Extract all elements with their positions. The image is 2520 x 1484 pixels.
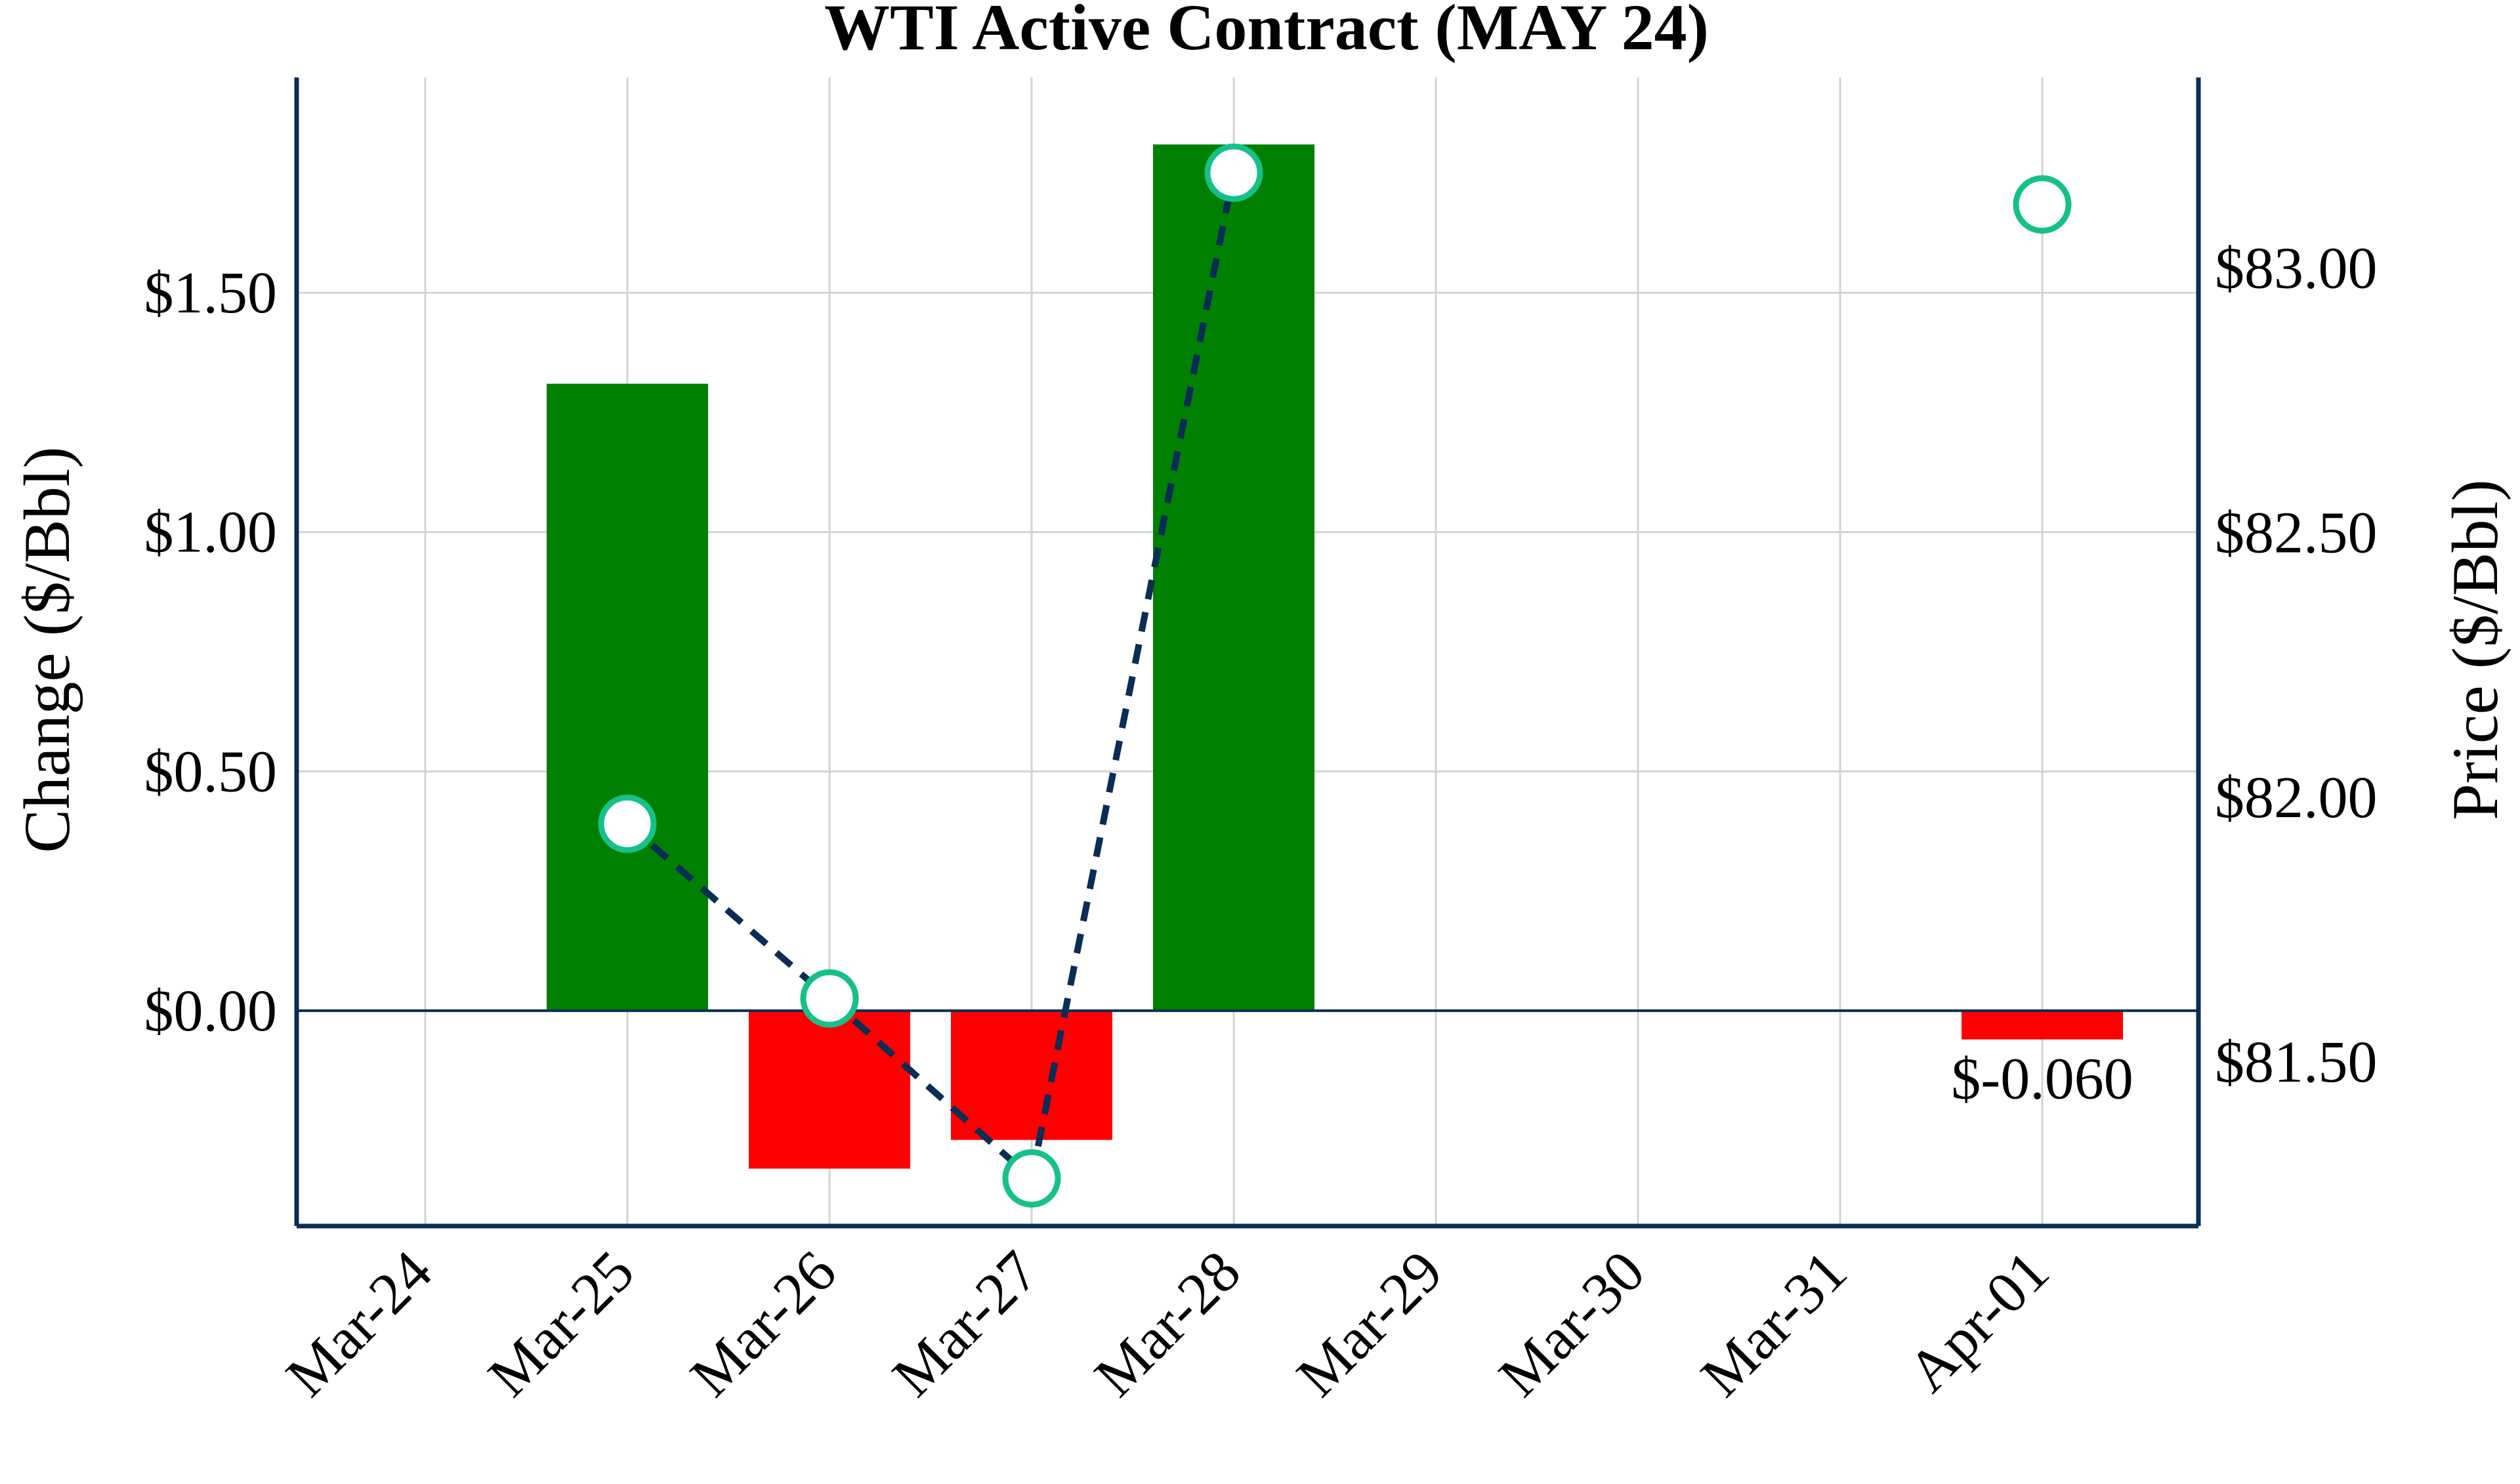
change-bar-mar-28 <box>1153 144 1314 1011</box>
x-tick-label: Mar-30 <box>1487 1239 1658 1409</box>
left-tick-label: $1.00 <box>144 500 278 565</box>
x-tick-label: Mar-25 <box>476 1239 647 1409</box>
price-point-mar-26 <box>800 969 859 1028</box>
x-tick-label: Mar-28 <box>1083 1239 1253 1409</box>
change-bar-mar-27 <box>951 1010 1112 1140</box>
price-point-apr-01 <box>2013 175 2072 234</box>
chart-title: WTI Active Contract (MAY 24) <box>824 0 1709 64</box>
left-tick-label: $0.00 <box>144 979 278 1044</box>
x-tick-label: Mar-27 <box>881 1239 1051 1409</box>
price-line-segment <box>1028 172 1237 1179</box>
right-axis-title: Price ($/Bbl) <box>2439 479 2511 820</box>
left-tick-label: $0.50 <box>144 739 278 804</box>
change-bar-mar-25 <box>547 383 708 1011</box>
right-tick-label: $82.50 <box>2215 501 2378 566</box>
price-line-segment <box>827 996 1034 1181</box>
right-tick-label: $82.00 <box>2215 765 2378 830</box>
price-point-mar-28 <box>1204 143 1263 202</box>
price-line-segment <box>625 821 832 1002</box>
x-tick-label: Mar-24 <box>274 1239 445 1409</box>
left-axis-title: Change ($/Bbl) <box>10 446 83 853</box>
left-tick-label: $1.50 <box>144 261 278 326</box>
x-tick-label: Apr-01 <box>1896 1239 2062 1405</box>
right-tick-label: $81.50 <box>2215 1030 2378 1095</box>
change-bar-mar-26 <box>749 1010 910 1169</box>
axis-layer <box>294 77 2201 1229</box>
price-line-layer <box>598 143 2072 1208</box>
price-point-mar-27 <box>1002 1149 1061 1208</box>
x-tick-label: Mar-29 <box>1285 1239 1456 1409</box>
x-tick-label: Mar-31 <box>1689 1239 1860 1409</box>
x-tick-label: Mar-26 <box>679 1239 849 1409</box>
right-tick-label: $83.00 <box>2215 236 2378 301</box>
bar-layer <box>547 144 2123 1169</box>
bar-value-annotation: $-0.060 <box>1951 1047 2133 1112</box>
price-point-mar-25 <box>598 794 657 853</box>
change-bar-apr-01 <box>1962 1010 2123 1040</box>
